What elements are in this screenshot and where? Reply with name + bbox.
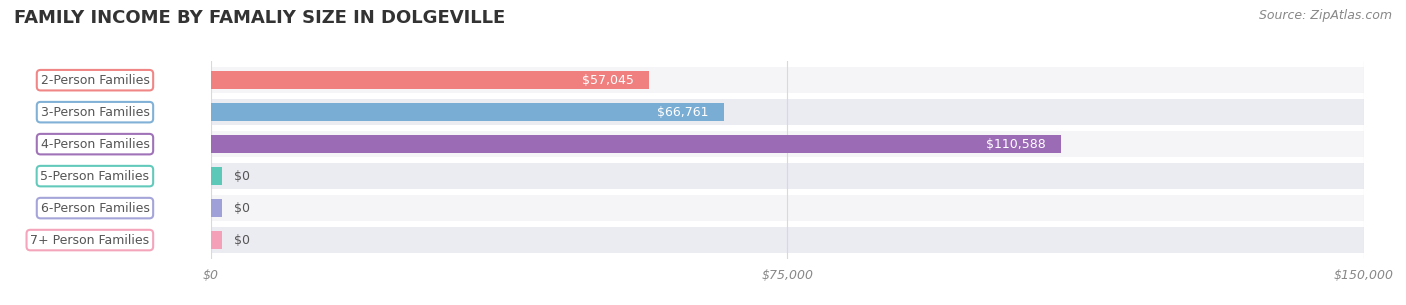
Bar [211,67,1364,93]
Text: $0: $0 [233,170,250,183]
Text: 3-Person Families: 3-Person Families [41,106,149,119]
Text: $57,045: $57,045 [582,74,634,87]
Text: 4-Person Families: 4-Person Families [41,138,149,151]
Text: Source: ZipAtlas.com: Source: ZipAtlas.com [1258,9,1392,22]
Text: $110,588: $110,588 [986,138,1046,151]
Text: $66,761: $66,761 [657,106,709,119]
Text: 2-Person Families: 2-Person Families [41,74,149,87]
Bar [211,71,650,89]
Bar [211,103,724,121]
Bar [211,167,222,185]
Bar [211,99,1364,125]
Text: FAMILY INCOME BY FAMALIY SIZE IN DOLGEVILLE: FAMILY INCOME BY FAMALIY SIZE IN DOLGEVI… [14,9,505,27]
Bar [211,199,222,217]
Text: $0: $0 [233,234,250,246]
Bar [211,163,1364,189]
Text: 6-Person Families: 6-Person Families [41,202,149,215]
Text: $0: $0 [233,202,250,215]
Bar [211,131,1364,157]
Bar [211,231,222,249]
Text: 7+ Person Families: 7+ Person Families [31,234,149,246]
Text: 5-Person Families: 5-Person Families [41,170,149,183]
Bar [211,135,1062,153]
Bar [211,227,1364,253]
Bar [211,195,1364,221]
